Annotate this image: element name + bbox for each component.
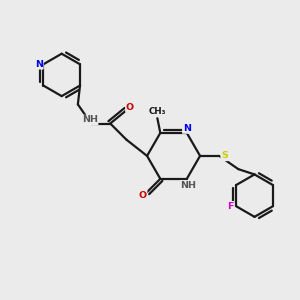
Text: NH: NH [180, 181, 196, 190]
Text: S: S [221, 152, 228, 160]
Text: N: N [35, 60, 43, 69]
Text: O: O [126, 103, 134, 112]
Text: CH₃: CH₃ [148, 107, 166, 116]
Text: N: N [183, 124, 191, 133]
Text: NH: NH [82, 116, 98, 124]
Text: F: F [227, 202, 233, 211]
Text: O: O [139, 190, 147, 200]
